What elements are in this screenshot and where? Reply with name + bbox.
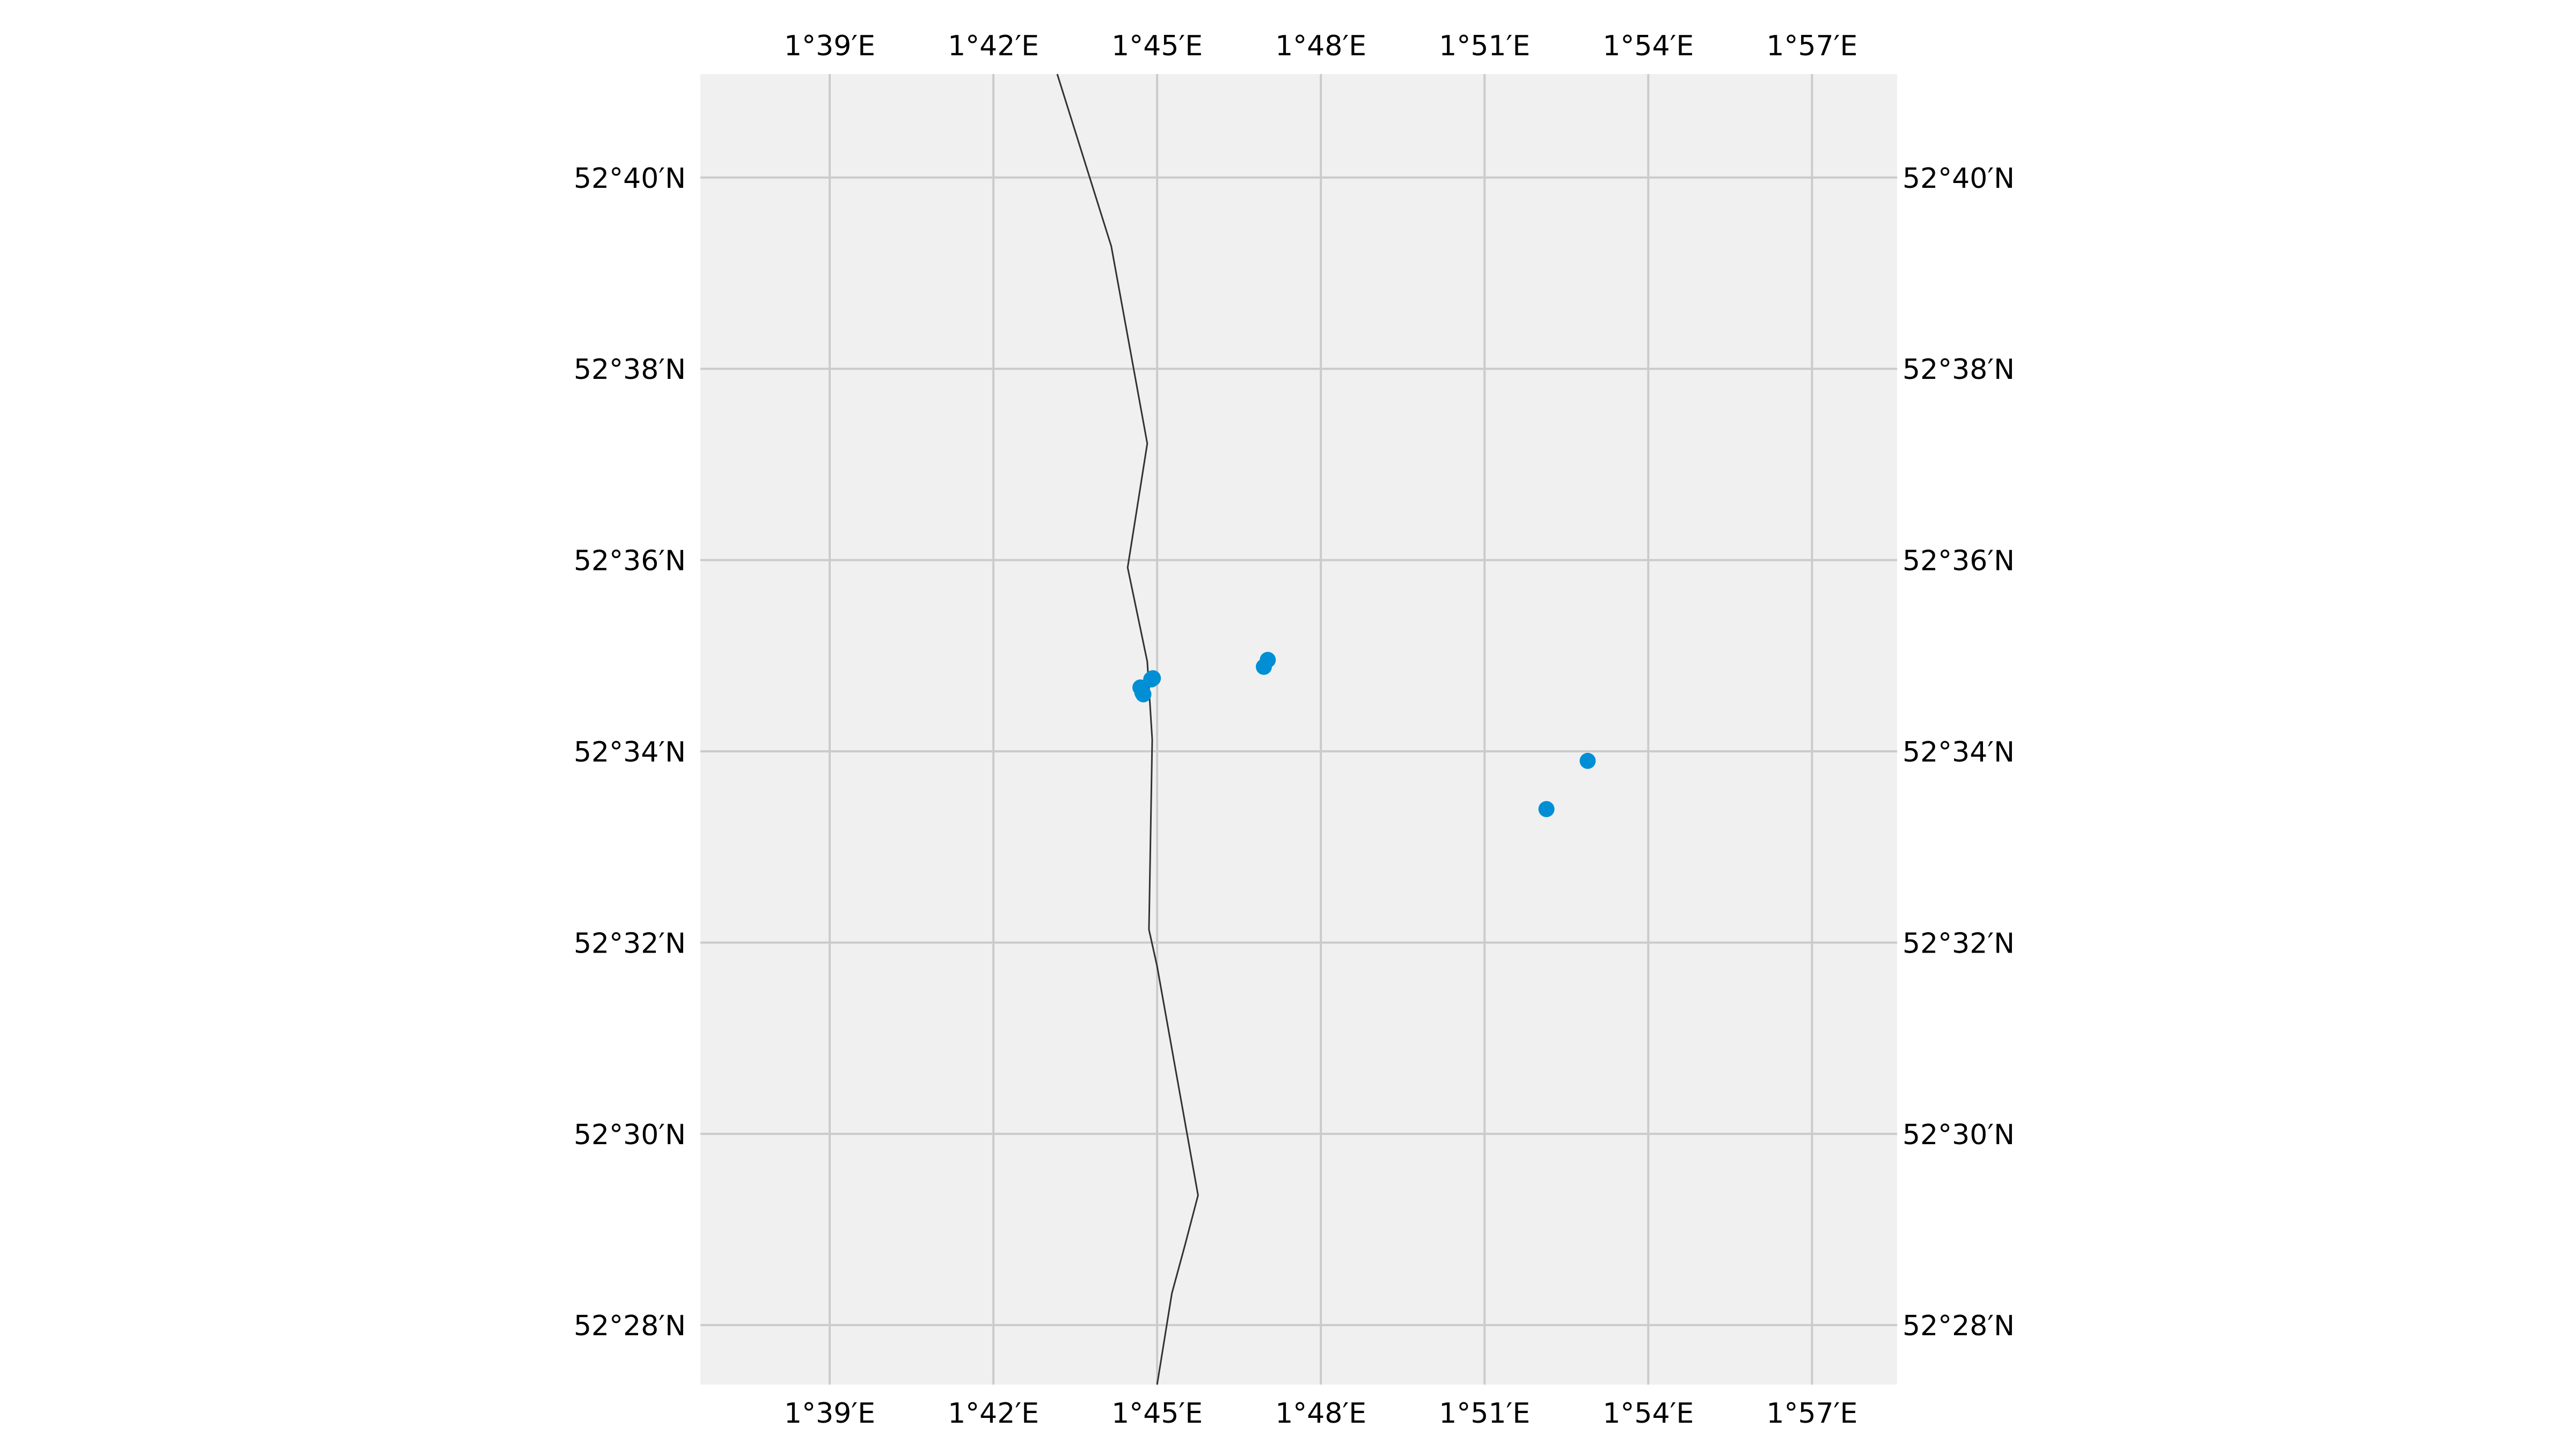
lon-label-top: 1°42′E [948,30,1039,62]
lon-label-bottom: 1°42′E [948,1397,1039,1430]
lat-label-left: 52°34′N [574,736,686,769]
lon-label-top: 1°51′E [1439,30,1530,62]
lat-label-right: 52°30′N [1902,1119,2015,1151]
data-point [1135,686,1152,702]
lat-label-right: 52°36′N [1902,545,2015,577]
lat-label-left: 52°38′N [574,354,686,386]
lat-label-left: 52°30′N [574,1119,686,1151]
lat-label-right: 52°40′N [1902,163,2015,195]
lat-label-right: 52°28′N [1902,1310,2015,1342]
lon-label-bottom: 1°39′E [784,1397,875,1430]
lon-label-top: 1°57′E [1766,30,1857,62]
data-point [1538,801,1555,817]
data-point [1256,658,1272,675]
tick-labels: 1°39′E 1°39′E 1°42′E 1°42′E 1°45′E 1°45′E 1°48… [574,30,2015,1430]
coastline-path [1056,74,1199,1385]
lon-label-top: 1°39′E [784,30,875,62]
lat-label-left: 52°32′N [574,927,686,960]
lat-label-left: 52°36′N [574,545,686,577]
lon-label-bottom: 1°54′E [1602,1397,1694,1430]
lon-label-bottom: 1°51′E [1439,1397,1530,1430]
lat-label-left: 52°40′N [574,163,686,195]
lon-label-top: 1°45′E [1111,30,1203,62]
data-point [1579,752,1596,769]
lat-label-left: 52°28′N [574,1310,686,1342]
lon-label-bottom: 1°57′E [1766,1397,1857,1430]
gridlines [700,74,1897,1385]
lat-label-right: 52°34′N [1902,736,2015,769]
lon-label-top: 1°48′E [1275,30,1366,62]
lat-label-right: 52°38′N [1902,354,2015,386]
lon-label-bottom: 1°45′E [1111,1397,1203,1430]
lon-label-bottom: 1°48′E [1275,1397,1366,1430]
map-panel [700,74,1897,1385]
lat-label-right: 52°32′N [1902,927,2015,960]
lon-label-top: 1°54′E [1602,30,1694,62]
coastline [1056,74,1199,1385]
data-points [1132,652,1596,817]
